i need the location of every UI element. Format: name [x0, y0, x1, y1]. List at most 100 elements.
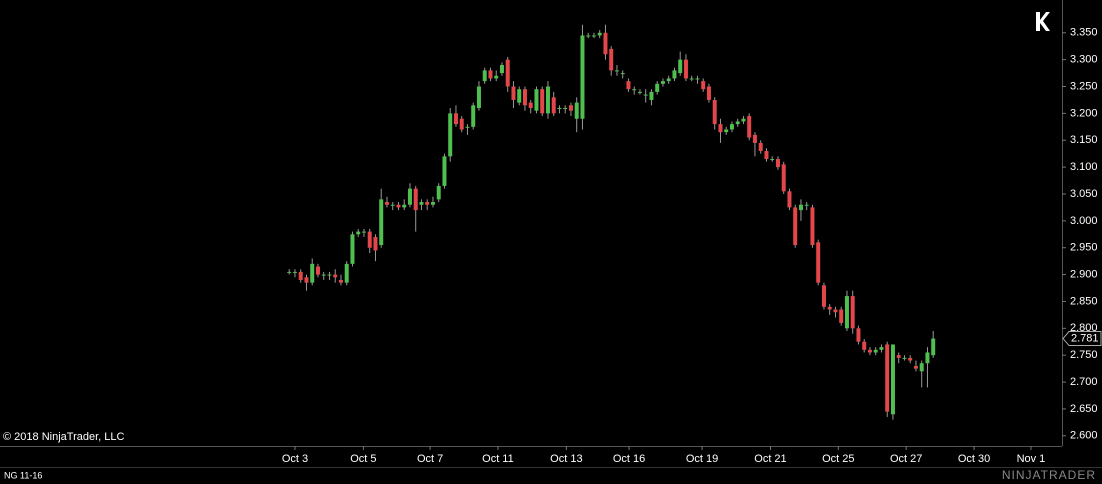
candle-body	[586, 35, 591, 37]
candle-body	[821, 285, 826, 307]
candle-body	[879, 347, 884, 350]
candle-body	[873, 349, 878, 353]
candle-body	[637, 91, 642, 93]
candle-body	[689, 78, 694, 80]
candle-body	[505, 59, 510, 87]
candle-body	[338, 279, 343, 283]
y-tick-label: 2.950	[1070, 242, 1098, 254]
brand-logo: NINJATRADER	[1002, 468, 1096, 482]
candle-body	[655, 83, 660, 92]
candle-body	[649, 91, 654, 100]
candle-body	[758, 142, 763, 151]
y-tick-label: 3.000	[1070, 215, 1098, 227]
candle-body	[580, 35, 585, 119]
candle-body	[315, 266, 320, 275]
candle-body	[844, 296, 849, 329]
x-tick-label: Oct 13	[550, 453, 582, 465]
candle-body	[839, 309, 844, 323]
candle-body	[310, 263, 315, 283]
candle-body	[321, 274, 326, 276]
candle-body	[476, 86, 481, 109]
candle-body	[660, 81, 665, 84]
candle-body	[298, 271, 303, 280]
candle-body	[632, 89, 637, 91]
candle-body	[390, 204, 395, 206]
candle-body	[488, 70, 493, 79]
candle-body	[787, 191, 792, 208]
candle-body	[557, 108, 562, 110]
candle-body	[770, 159, 775, 161]
x-tick-label: Nov 1	[1017, 453, 1046, 465]
candle-body	[379, 199, 384, 246]
candle-body	[465, 126, 470, 128]
candle-body	[919, 363, 924, 372]
candle-body	[367, 231, 372, 248]
candle-body	[574, 102, 579, 119]
candle-body	[528, 102, 533, 109]
candle-body	[333, 274, 338, 278]
last-price-label: 2.781	[1071, 332, 1099, 344]
candle-body	[442, 156, 447, 186]
candle-body	[471, 105, 476, 127]
x-tick-label: Oct 5	[350, 453, 376, 465]
candle-body	[459, 118, 464, 130]
candle-body	[494, 75, 499, 79]
candle-body	[672, 70, 677, 79]
candle-body	[568, 105, 573, 111]
candle-body	[810, 207, 815, 246]
candle-body	[425, 202, 430, 205]
copyright: © 2018 NinjaTrader, LLC	[3, 431, 124, 443]
x-tick-label: Oct 19	[686, 453, 718, 465]
candle-body	[695, 78, 700, 80]
x-tick-label: Oct 16	[613, 453, 645, 465]
candle-body	[402, 204, 407, 208]
candle-body	[545, 86, 550, 114]
collapse-icon[interactable]	[1036, 12, 1050, 31]
y-tick-label: 3.150	[1070, 134, 1098, 146]
x-tick-label: Oct 3	[282, 453, 308, 465]
x-tick-label: Oct 27	[890, 453, 922, 465]
candle-body	[361, 231, 366, 233]
candle-body	[781, 164, 786, 192]
instrument: NG 11-16	[4, 470, 42, 480]
y-tick-label: 2.650	[1070, 403, 1098, 415]
candle-body	[396, 204, 401, 208]
candle-body	[913, 365, 918, 369]
candle-body	[931, 338, 936, 356]
candle-body	[603, 32, 608, 55]
x-tick-label: Oct 11	[482, 453, 514, 465]
candle-body	[701, 81, 706, 90]
candle-body	[741, 118, 746, 122]
candle-body	[609, 48, 614, 71]
candle-body	[407, 188, 412, 205]
candle-body	[287, 271, 292, 273]
x-tick-label: Oct 30	[958, 453, 990, 465]
candle-body	[890, 344, 895, 415]
candle-body	[384, 202, 389, 205]
candle-body	[724, 129, 729, 133]
candle-body	[712, 99, 717, 125]
candle-body	[833, 309, 838, 313]
candle-body	[419, 202, 424, 205]
candle-body	[373, 236, 378, 251]
candle-body	[856, 328, 861, 342]
candle-body	[775, 159, 780, 168]
candle-body	[862, 341, 867, 350]
y-tick-label: 3.250	[1070, 80, 1098, 92]
y-tick-label: 3.300	[1070, 54, 1098, 66]
candle-body	[804, 204, 809, 206]
candle-body	[643, 94, 648, 96]
candle-body	[752, 134, 757, 143]
candle-body	[718, 124, 723, 133]
last-price-marker	[1062, 331, 1102, 347]
candle-body	[482, 70, 487, 82]
candle-body	[522, 89, 527, 106]
candle-body	[747, 116, 752, 138]
candle-body	[827, 306, 832, 310]
y-tick-label: 3.200	[1070, 107, 1098, 119]
candle-body	[304, 277, 309, 283]
candle-body	[292, 271, 297, 273]
